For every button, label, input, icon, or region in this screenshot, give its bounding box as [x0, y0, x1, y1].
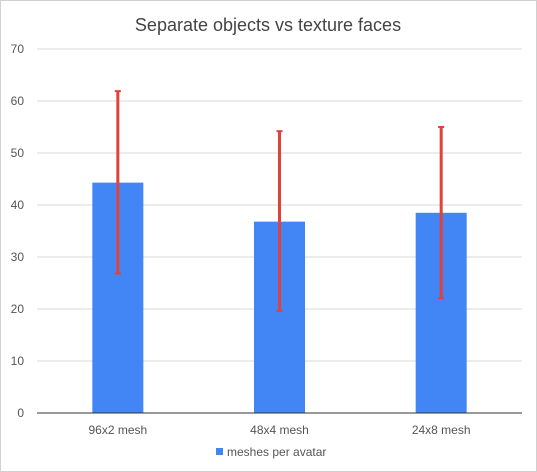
y-tick-label: 0: [17, 406, 24, 420]
legend: meshes per avatar: [216, 445, 326, 459]
legend-swatch-meshes-per-avatar: [216, 448, 223, 455]
y-tick-label: 10: [11, 354, 25, 368]
y-tick-label: 60: [11, 94, 25, 108]
y-tick-label: 30: [11, 250, 25, 264]
x-axis-ticks: 96x2 mesh 48x4 mesh 24x8 mesh: [88, 423, 470, 437]
legend-label-meshes-per-avatar: meshes per avatar: [227, 445, 326, 459]
x-tick-label: 48x4 mesh: [250, 423, 309, 437]
y-tick-label: 50: [11, 146, 25, 160]
y-axis-ticks: 0 10 20 30 40 50 60 70: [11, 42, 25, 420]
y-tick-label: 40: [11, 198, 25, 212]
y-tick-label: 20: [11, 302, 25, 316]
x-tick-label: 96x2 mesh: [88, 423, 147, 437]
x-tick-label: 24x8 mesh: [412, 423, 471, 437]
y-tick-label: 70: [11, 42, 25, 56]
chart-title: Separate objects vs texture faces: [135, 15, 401, 35]
error-bars: [114, 90, 445, 313]
